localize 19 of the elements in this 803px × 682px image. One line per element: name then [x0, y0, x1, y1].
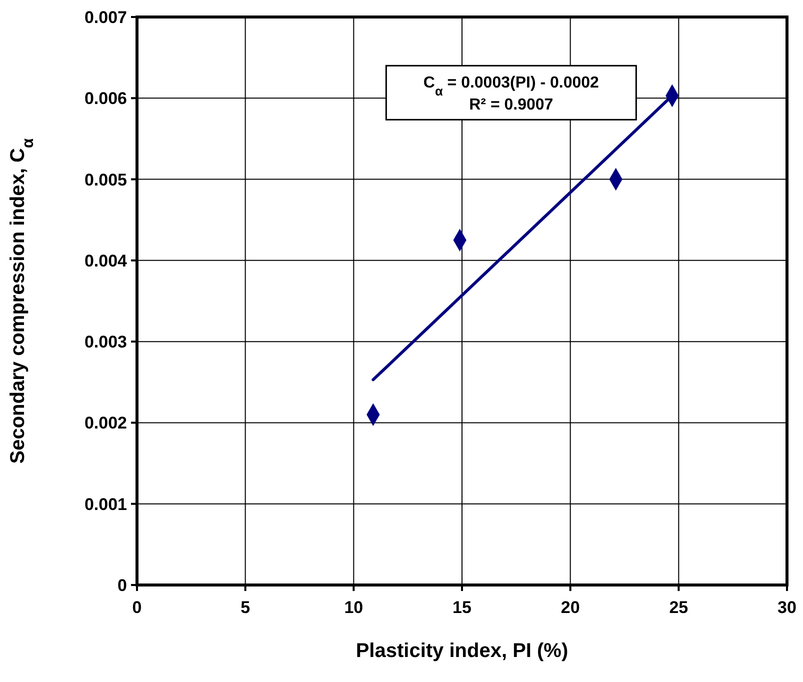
y-tick-label: 0.002 [84, 414, 127, 433]
annotation: R² = 0.9007 [469, 96, 554, 114]
y-tick-label: 0.004 [84, 251, 128, 270]
y-tick-label: 0.007 [84, 8, 127, 27]
x-tick-label: 20 [560, 598, 580, 617]
x-tick-label: 15 [452, 598, 472, 617]
y-tick-label: 0.003 [84, 332, 127, 352]
x-tick-label: 10 [344, 598, 364, 617]
y-tick-label: 0.006 [84, 89, 127, 108]
x-tick-label: 25 [669, 598, 688, 617]
x-axis-title: Plasticity index, PI (%) [356, 640, 568, 662]
annotation: C$_{α}$ = 0.0003(PI) - 0.0002 [423, 74, 600, 98]
x-tick-label: 30 [778, 598, 796, 617]
equation-box: C$_{α}$ = 0.0003(PI) - 0.0002 R² = 0.9007 [385, 64, 637, 120]
x-tick-label: 5 [240, 598, 250, 617]
x-tick-label: 0 [132, 598, 142, 617]
y-tick-label: 0.001 [84, 494, 127, 514]
y-tick-label: 0.005 [84, 170, 127, 190]
y-tick-label: 0 [118, 576, 127, 595]
